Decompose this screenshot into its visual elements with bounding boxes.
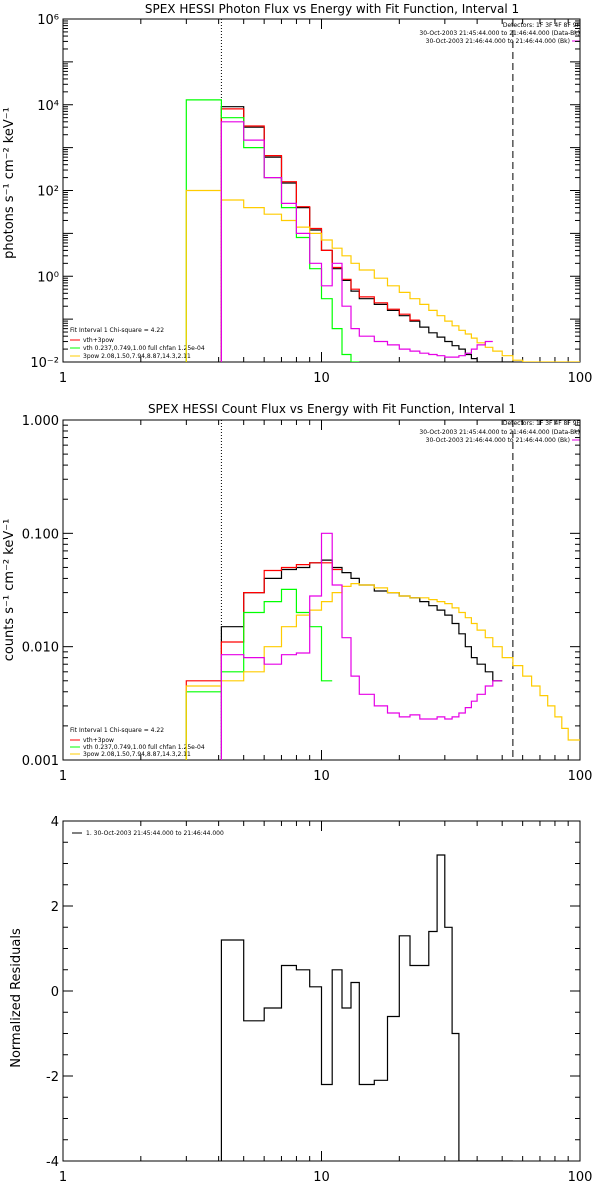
- photon-ytick-label: 10⁻²: [30, 356, 59, 371]
- resid-legend: 1. 30-Oct-2003 21:45:44.000 to 21:46:44.…: [72, 830, 224, 837]
- resid-series-data: [220, 854, 513, 1161]
- count-ytick-label: 0.100: [22, 527, 59, 542]
- count-detectors: Detectors: 1F 3F 4F 8F 9F: [503, 420, 581, 427]
- resid-ytick-label: 2: [51, 900, 59, 915]
- photon-flux-panel: SPEX HESSI Photon Flux vs Energy with Fi…: [2, 2, 592, 386]
- count-xtick-label: 10: [313, 769, 330, 784]
- count-header: Detectors: 1F 3F 4F 8F 9F 30-Oct-2003 21…: [419, 420, 580, 444]
- photon-xtick-label: 1: [59, 371, 67, 386]
- count-legend-model: vth+3pow: [83, 737, 114, 744]
- photon-ytick-label: 10⁰: [37, 270, 59, 285]
- count-flux-panel: SPEX HESSI Count Flux vs Energy with Fit…: [2, 402, 592, 784]
- count-xtick-label: 1: [59, 769, 67, 784]
- photon-legend: Fit Interval 1 Chi-square = 4.22 vth+3po…: [70, 327, 205, 360]
- photon-detectors: Detectors: 1F 3F 4F 8F 9F: [503, 22, 581, 29]
- residuals-panel: Normalized Residuals 1. 30-Oct-2003 21:4…: [9, 815, 592, 1185]
- count-ylabel: counts s⁻¹ cm⁻² keV⁻¹: [2, 519, 17, 662]
- count-legend-3pow: 3pow 2.08,1.50,7.94,8.87,14.3,2.11: [83, 751, 191, 758]
- resid-xtick-label: 10: [313, 1170, 330, 1185]
- resid-xtick-label: 1: [59, 1170, 67, 1185]
- resid-ytick-label: 4: [51, 815, 59, 830]
- resid-ylabel: Normalized Residuals: [9, 928, 24, 1068]
- count-series-bk: [220, 532, 503, 760]
- photon-legend-vth: vth 0.237,0.749,1.00 full chfan 1.25e-04: [83, 345, 205, 352]
- photon-series-3pow: [185, 189, 580, 362]
- count-title: SPEX HESSI Count Flux vs Energy with Fit…: [148, 402, 516, 416]
- photon-series-data: [220, 106, 513, 362]
- count-ytick-label: 0.001: [22, 754, 59, 769]
- resid-ytick-label: -2: [46, 1070, 59, 1085]
- photon-legend-title: Fit Interval 1 Chi-square = 4.22: [70, 327, 164, 334]
- count-ytick-label: 1.000: [22, 414, 59, 429]
- resid-xtick-label: 100: [568, 1170, 593, 1185]
- photon-xtick-label: 10: [313, 371, 330, 386]
- photon-legend-model: vth+3pow: [83, 337, 114, 344]
- count-data-time: 30-Oct-2003 21:45:44.000 to 21:46:44.000…: [419, 429, 580, 436]
- photon-series-model: [220, 108, 420, 362]
- photon-ytick-label: 10²: [37, 185, 59, 200]
- count-series-data: [220, 559, 503, 760]
- photon-ytick-label: 10⁴: [37, 99, 59, 114]
- count-series-vth: [185, 588, 333, 760]
- resid-ytick-label: -4: [46, 1155, 59, 1170]
- photon-header: Detectors: 1F 3F 4F 8F 9F 30-Oct-2003 21…: [419, 22, 580, 45]
- resid-legend-label: 1. 30-Oct-2003 21:45:44.000 to 21:46:44.…: [86, 830, 224, 837]
- photon-xtick-label: 100: [568, 371, 593, 386]
- count-legend-title: Fit Interval 1 Chi-square = 4.22: [70, 727, 164, 734]
- photon-legend-3pow: 3pow 2.08,1.50,7.94,8.87,14.3,2.11: [83, 353, 191, 360]
- photon-data-time: 30-Oct-2003 21:45:44.000 to 21:46:44.000…: [419, 30, 580, 37]
- count-series-3pow: [185, 583, 580, 760]
- photon-ytick-label: 10⁶: [37, 13, 59, 28]
- count-ytick-label: 0.010: [22, 641, 59, 656]
- photon-series-bk: [220, 121, 493, 362]
- photon-axes-frame: [62, 18, 581, 363]
- count-legend-vth: vth 0.237,0.749,1.00 full chfan 1.25e-04: [83, 744, 205, 751]
- count-series-model: [185, 562, 342, 760]
- photon-bk-time: 30-Oct-2003 21:46:44.000 to 21:46:44.000…: [426, 38, 570, 45]
- count-legend: Fit Interval 1 Chi-square = 4.22 vth+3po…: [70, 727, 205, 758]
- photon-series-vth: [185, 99, 360, 362]
- photon-title: SPEX HESSI Photon Flux vs Energy with Fi…: [145, 2, 519, 16]
- photon-ylabel: photons s⁻¹ cm⁻² keV⁻¹: [2, 107, 17, 259]
- count-xtick-label: 100: [568, 769, 593, 784]
- count-bk-time: 30-Oct-2003 21:46:44.000 to 21:46:44.000…: [426, 437, 570, 444]
- resid-ytick-label: 0: [51, 985, 59, 1000]
